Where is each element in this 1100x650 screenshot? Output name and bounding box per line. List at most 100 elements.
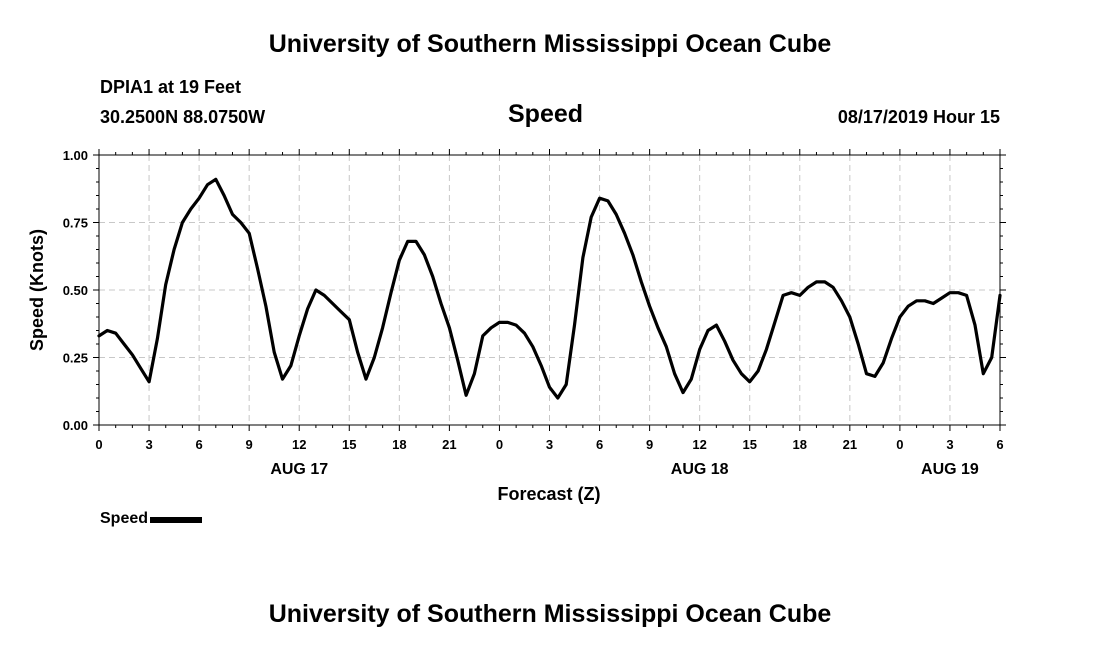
data-point	[598, 197, 601, 199]
data-point	[790, 291, 793, 294]
data-point	[832, 286, 834, 289]
legend-label: Speed	[100, 510, 149, 527]
data-point	[882, 362, 885, 364]
data-point	[281, 378, 284, 380]
x-tick-label: 9	[246, 437, 253, 452]
data-point	[965, 294, 968, 297]
data-point	[256, 267, 259, 270]
data-point	[131, 354, 134, 356]
data-point	[406, 240, 409, 243]
data-point	[540, 364, 542, 367]
x-tick-label: 6	[195, 437, 202, 452]
data-point	[139, 367, 142, 370]
data-point	[415, 240, 417, 243]
chart-title: Speed	[508, 100, 584, 128]
data-point	[548, 386, 551, 389]
x-tick-label: 0	[896, 437, 903, 452]
data-point	[398, 259, 401, 262]
data-point	[498, 321, 501, 324]
data-point	[723, 340, 726, 343]
data-point	[907, 305, 910, 308]
data-point	[365, 378, 367, 380]
x-tick-label: 21	[442, 437, 456, 452]
data-point	[164, 283, 167, 286]
data-point	[198, 197, 200, 199]
data-point	[782, 294, 784, 297]
x-tick-label: 6	[996, 437, 1003, 452]
series-layer	[97, 177, 1002, 400]
legend: Speed	[100, 510, 203, 528]
data-point	[315, 289, 317, 291]
x-axis-label: Forecast (Z)	[497, 484, 600, 504]
data-point	[114, 332, 117, 335]
data-point	[607, 200, 609, 202]
data-point	[849, 316, 851, 318]
data-point	[648, 305, 651, 308]
data-point	[506, 321, 509, 324]
data-point	[773, 321, 776, 324]
data-point	[698, 348, 701, 351]
data-point	[290, 364, 292, 367]
x-tick-label: 9	[646, 437, 653, 452]
data-point	[632, 254, 634, 256]
data-point	[231, 213, 234, 216]
y-tick-label: 0.75	[63, 216, 88, 231]
data-point	[940, 297, 943, 299]
data-point	[557, 397, 559, 399]
x-tick-label: 18	[793, 437, 807, 452]
data-point	[915, 300, 918, 302]
x-tick-label: 15	[342, 437, 356, 452]
x-tick-label: 3	[946, 437, 953, 452]
data-point	[874, 375, 876, 378]
data-point	[181, 221, 184, 224]
data-point	[223, 194, 225, 197]
data-point	[999, 294, 1001, 297]
data-point	[640, 281, 643, 283]
x-day-label: AUG 17	[270, 461, 328, 478]
x-tick-label: 18	[392, 437, 406, 452]
data-point	[982, 372, 985, 375]
y-tick-label: 0.00	[63, 418, 88, 433]
data-point	[582, 256, 584, 259]
data-point	[590, 216, 593, 218]
data-point	[156, 337, 159, 340]
tick-layer: 0.00 0.25 0.50 0.75 1.00 0 3 6 9 12 15 18 21 0 3 6 9 12 15…	[63, 148, 1006, 478]
data-point	[523, 332, 526, 335]
data-point	[440, 302, 442, 305]
data-point	[189, 208, 192, 210]
data-point	[106, 329, 109, 332]
data-point	[673, 372, 676, 375]
data-point	[807, 286, 809, 289]
data-point	[423, 254, 426, 256]
data-point	[990, 356, 993, 359]
data-point	[123, 343, 125, 345]
data-point	[890, 337, 893, 340]
data-point	[448, 327, 451, 329]
data-point	[924, 300, 926, 302]
data-point	[373, 356, 376, 359]
forecast-datetime: 08/17/2019 Hour 15	[837, 107, 1000, 127]
report-title-bottom: University of Southern Mississippi Ocean…	[268, 600, 832, 628]
data-point	[690, 378, 693, 380]
x-tick-label: 12	[292, 437, 306, 452]
data-point	[815, 281, 818, 283]
data-point	[899, 316, 901, 318]
data-point	[515, 324, 517, 326]
station-coordinates: 30.2500N 88.0750W	[100, 107, 266, 127]
data-point	[857, 343, 859, 345]
data-point	[949, 291, 951, 294]
report-title-top: University of Southern Mississippi Ocean…	[268, 30, 832, 58]
data-point	[840, 300, 843, 302]
data-point	[932, 302, 935, 305]
data-point	[390, 291, 392, 294]
data-point	[707, 329, 709, 332]
data-point	[657, 327, 659, 329]
data-point	[765, 348, 768, 351]
data-point	[481, 335, 484, 337]
y-axis-label: Speed (Knots)	[27, 229, 47, 351]
data-point	[273, 351, 275, 353]
x-tick-label: 3	[546, 437, 553, 452]
data-point	[206, 183, 209, 186]
data-point	[348, 318, 351, 321]
